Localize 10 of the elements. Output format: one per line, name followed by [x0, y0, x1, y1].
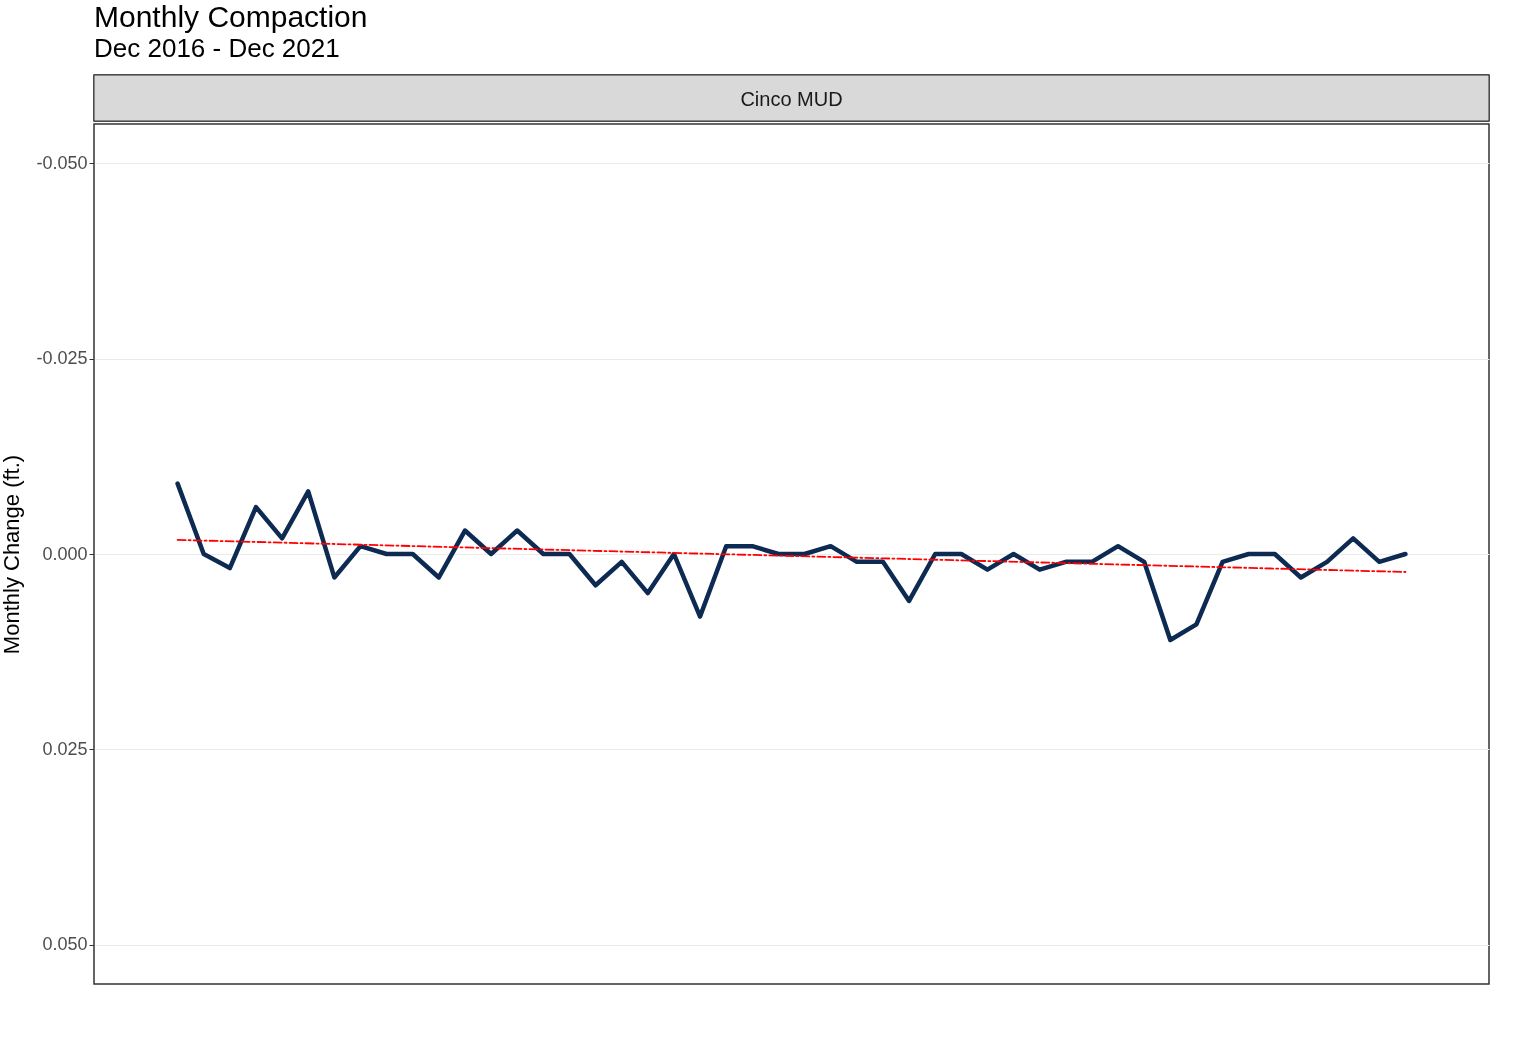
text: Cinco MUD: [740, 88, 843, 110]
y-tick-label: 0.000: [42, 543, 88, 564]
chart-subtitle: Dec 2016 - Dec 2021: [94, 32, 340, 63]
y-tick-label: 0.050: [42, 934, 88, 955]
y-axis-title: Monthly Change (ft.): [0, 454, 25, 655]
y-tick-label: 0.025: [42, 738, 88, 759]
y-tick-label: -0.050: [36, 152, 88, 173]
line-series: [175, 481, 1408, 643]
chart-title: Monthly Compaction: [94, 0, 368, 33]
y-tick-label: -0.025: [36, 348, 88, 369]
